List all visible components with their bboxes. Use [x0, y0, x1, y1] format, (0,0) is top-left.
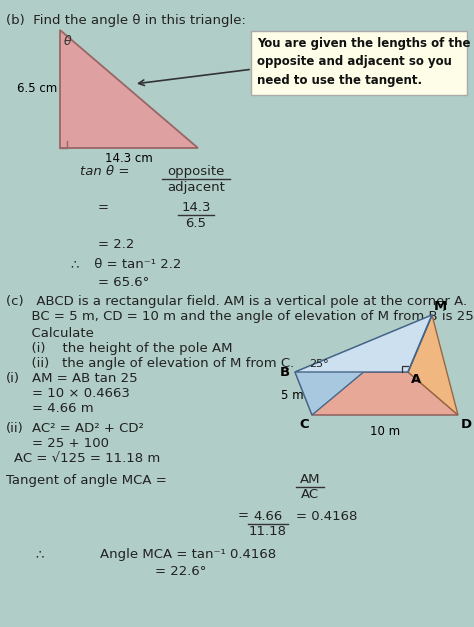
Polygon shape: [295, 315, 432, 372]
Text: (c)   ABCD is a rectangular field. AM is a vertical pole at the corner A.: (c) ABCD is a rectangular field. AM is a…: [6, 295, 467, 308]
Text: θ: θ: [64, 35, 72, 48]
Text: = 2.2: = 2.2: [98, 238, 134, 251]
Text: 11.18: 11.18: [249, 525, 287, 538]
Text: D: D: [461, 418, 472, 431]
Text: = 10 × 0.4663: = 10 × 0.4663: [32, 387, 130, 400]
Text: ∴: ∴: [35, 548, 44, 561]
Text: AM: AM: [300, 473, 320, 486]
Text: = 0.4168: = 0.4168: [296, 510, 357, 522]
Text: 25°: 25°: [309, 359, 328, 369]
Text: opposite: opposite: [167, 165, 225, 178]
Text: (i)    the height of the pole AM: (i) the height of the pole AM: [6, 342, 233, 355]
Text: (i): (i): [6, 372, 20, 385]
Polygon shape: [408, 315, 458, 415]
Text: C: C: [300, 418, 309, 431]
Text: tan θ =: tan θ =: [80, 165, 129, 178]
Text: (ii)   the angle of elevation of M from C.: (ii) the angle of elevation of M from C.: [6, 357, 294, 370]
Text: 14.3: 14.3: [181, 201, 211, 214]
Text: =: =: [98, 201, 109, 214]
Text: = 22.6°: = 22.6°: [155, 565, 206, 578]
Text: BC = 5 m, CD = 10 m and the angle of elevation of M from B is 25°.: BC = 5 m, CD = 10 m and the angle of ele…: [6, 310, 474, 323]
Polygon shape: [295, 372, 458, 415]
Polygon shape: [60, 30, 198, 148]
Text: 6.5: 6.5: [185, 217, 207, 230]
Text: A: A: [411, 373, 421, 386]
Text: adjacent: adjacent: [167, 181, 225, 194]
Text: (ii): (ii): [6, 422, 24, 435]
Text: AM = AB tan 25: AM = AB tan 25: [32, 372, 137, 385]
Text: Angle MCA = tan⁻¹ 0.4168: Angle MCA = tan⁻¹ 0.4168: [100, 548, 276, 561]
Text: 10 m: 10 m: [370, 425, 400, 438]
Text: = 65.6°: = 65.6°: [98, 276, 149, 289]
Text: 4.66: 4.66: [254, 510, 283, 523]
Text: Calculate: Calculate: [6, 327, 94, 340]
Polygon shape: [295, 315, 432, 415]
Text: Tangent of angle MCA =: Tangent of angle MCA =: [6, 474, 167, 487]
Text: AC: AC: [301, 488, 319, 501]
Text: 5 m: 5 m: [282, 389, 304, 402]
Text: θ = tan⁻¹ 2.2: θ = tan⁻¹ 2.2: [90, 258, 182, 271]
Text: = 25 + 100: = 25 + 100: [32, 437, 109, 450]
Text: AC = √125 = 11.18 m: AC = √125 = 11.18 m: [14, 452, 160, 465]
Text: =: =: [238, 510, 249, 522]
Text: M: M: [434, 300, 447, 313]
Text: AC² = AD² + CD²: AC² = AD² + CD²: [32, 422, 144, 435]
Text: B: B: [280, 366, 290, 379]
Text: ∴: ∴: [70, 258, 78, 271]
Text: You are given the lengths of the
opposite and adjacent so you
need to use the ta: You are given the lengths of the opposit…: [257, 37, 471, 87]
Text: = 4.66 m: = 4.66 m: [32, 402, 94, 415]
Text: 6.5 cm: 6.5 cm: [17, 83, 57, 95]
FancyBboxPatch shape: [251, 31, 467, 95]
Text: 14.3 cm: 14.3 cm: [105, 152, 153, 165]
Text: (b)  Find the angle θ in this triangle:: (b) Find the angle θ in this triangle:: [6, 14, 246, 27]
